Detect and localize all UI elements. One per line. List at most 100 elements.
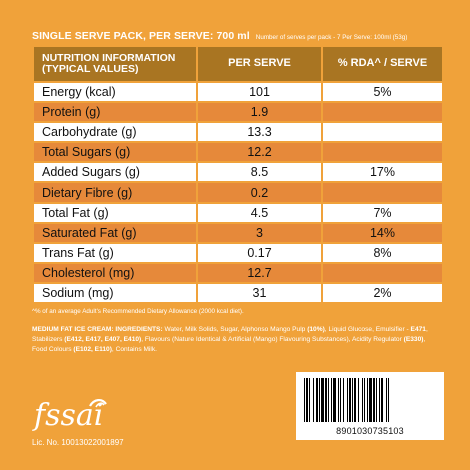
barcode-bar	[381, 378, 383, 422]
nutrient-name: Dietary Fibre (g)	[32, 181, 198, 204]
barcode-bar	[309, 378, 310, 422]
ingredients-label: MEDIUM FAT ICE CREAM: INGREDIENTS:	[32, 326, 163, 333]
per-serve-value: 101	[196, 80, 323, 104]
barcode-bar	[338, 378, 339, 422]
ingredients-part: , Stabilizers	[32, 326, 428, 343]
rda-value: 17%	[321, 161, 444, 184]
barcode-bars	[304, 378, 389, 422]
serve-header: SINGLE SERVE PACK, PER SERVE: 700 ml Num…	[32, 30, 442, 42]
ingredients-bold: (10%)	[307, 326, 325, 333]
rda-value	[321, 181, 444, 204]
ingredients-part: , Liquid Glucose, Emulsifier -	[324, 326, 411, 333]
barcode-bar	[313, 378, 314, 422]
nutrient-name: Added Sugars (g)	[32, 161, 198, 184]
table-row: Dietary Fibre (g) 0.2	[32, 181, 444, 204]
rda-value: 8%	[321, 241, 444, 264]
rda-value: 7%	[321, 201, 444, 224]
rda-value: 2%	[321, 281, 444, 305]
table-row: Carbohydrate (g) 13.3	[32, 121, 444, 144]
table-row: Sodium (mg) 31 2%	[32, 281, 444, 305]
nutrient-name: Carbohydrate (g)	[32, 121, 198, 144]
per-serve-value: 13.3	[196, 121, 323, 144]
nutrient-name: Total Sugars (g)	[32, 141, 198, 164]
barcode-bar	[333, 378, 336, 422]
barcode-bar	[304, 378, 305, 422]
table-header-row: NUTRITION INFORMATION (TYPICAL VALUES) P…	[32, 45, 444, 83]
table-row: Added Sugars (g) 8.5 17%	[32, 161, 444, 184]
barcode-bar	[316, 378, 318, 422]
rda-value	[321, 101, 444, 124]
column-header-rda: % RDA^ / SERVE	[321, 45, 444, 83]
barcode-bar	[325, 378, 327, 422]
table-row: Protein (g) 1.9	[32, 101, 444, 124]
ingredients-part: , Contains Milk.	[111, 346, 157, 353]
barcode-bar	[328, 378, 329, 422]
barcode-bar	[388, 378, 389, 422]
nutrient-name: Total Fat (g)	[32, 201, 198, 224]
table-row: Energy (kcal) 101 5%	[32, 80, 444, 104]
barcode-bar	[340, 378, 341, 422]
nutrient-name: Trans Fat (g)	[32, 241, 198, 264]
table-row: Trans Fat (g) 0.17 8%	[32, 241, 444, 264]
barcode-bar	[358, 378, 359, 422]
fssai-logo-arc-inner	[95, 402, 105, 408]
ingredients-bold: (E102, E110)	[73, 346, 112, 353]
per-serve-value: 8.5	[196, 161, 323, 184]
per-serve-value: 1.9	[196, 101, 323, 124]
barcode-bar	[321, 378, 324, 422]
barcode-bar	[354, 378, 356, 422]
barcode-bar	[349, 378, 351, 422]
nutrient-name: Energy (kcal)	[32, 80, 198, 104]
fssai-logo-arc	[89, 399, 107, 407]
barcode-bar	[352, 378, 353, 422]
barcode-bar	[369, 378, 372, 422]
ingredients-text: MEDIUM FAT ICE CREAM: INGREDIENTS: Water…	[32, 325, 442, 355]
rda-value	[321, 261, 444, 284]
barcode-bar	[319, 378, 320, 422]
barcode-bar	[386, 378, 387, 422]
ingredients-bold: (E330)	[403, 336, 424, 343]
per-serve-value: 4.5	[196, 201, 323, 224]
barcode-bar	[379, 378, 380, 422]
ingredients-part: , Food Colours	[32, 336, 426, 353]
per-serve-value: 0.2	[196, 181, 323, 204]
barcode-bar	[347, 378, 348, 422]
nutrient-name: Cholesterol (mg)	[32, 261, 198, 284]
table-row: Total Sugars (g) 12.2	[32, 141, 444, 164]
column-header-per-serve: PER SERVE	[196, 45, 323, 83]
rda-value	[321, 141, 444, 164]
barcode-bar	[306, 378, 308, 422]
ingredients-bold: (E412, E417, E407, E410)	[64, 336, 142, 343]
table-row: Cholesterol (mg) 12.7	[32, 261, 444, 284]
nutrient-name: Protein (g)	[32, 101, 198, 124]
fssai-license-number: Lic. No. 10013022001897	[32, 438, 124, 447]
rda-value: 5%	[321, 80, 444, 104]
rda-value: 14%	[321, 221, 444, 244]
rda-footnote: ^% of an average Adult's Recommended Die…	[32, 308, 244, 315]
per-serve-value: 0.17	[196, 241, 323, 264]
per-serve-value: 12.2	[196, 141, 323, 164]
serve-count-note: Number of serves per pack - 7 Per Serve:…	[255, 34, 408, 41]
barcode: 8901030735103	[296, 372, 444, 440]
barcode-number: 8901030735103	[336, 426, 404, 436]
barcode-bar	[367, 378, 368, 422]
ingredients-part: Water, Milk Solids, Sugar, Alphonso Mang…	[162, 326, 308, 333]
barcode-bar	[331, 378, 332, 422]
barcode-bar	[364, 378, 365, 422]
column-header-nutrient: NUTRITION INFORMATION (TYPICAL VALUES)	[32, 45, 198, 83]
fssai-logo: fssai	[32, 395, 142, 437]
serve-pack-title: SINGLE SERVE PACK, PER SERVE: 700 ml	[32, 30, 250, 42]
barcode-bar	[343, 378, 344, 422]
nutrition-table: NUTRITION INFORMATION (TYPICAL VALUES) P…	[32, 45, 444, 305]
per-serve-value: 31	[196, 281, 323, 305]
per-serve-value: 12.7	[196, 261, 323, 284]
ingredients-part: , Flavours (Nature Identical & Artificia…	[141, 336, 404, 343]
nutrient-name: Sodium (mg)	[32, 281, 198, 305]
rda-value	[321, 121, 444, 144]
barcode-bar	[376, 378, 377, 422]
table-row: Saturated Fat (g) 3 14%	[32, 221, 444, 244]
barcode-bar	[373, 378, 375, 422]
per-serve-value: 3	[196, 221, 323, 244]
nutrient-name: Saturated Fat (g)	[32, 221, 198, 244]
ingredients-bold: E471	[410, 326, 426, 333]
